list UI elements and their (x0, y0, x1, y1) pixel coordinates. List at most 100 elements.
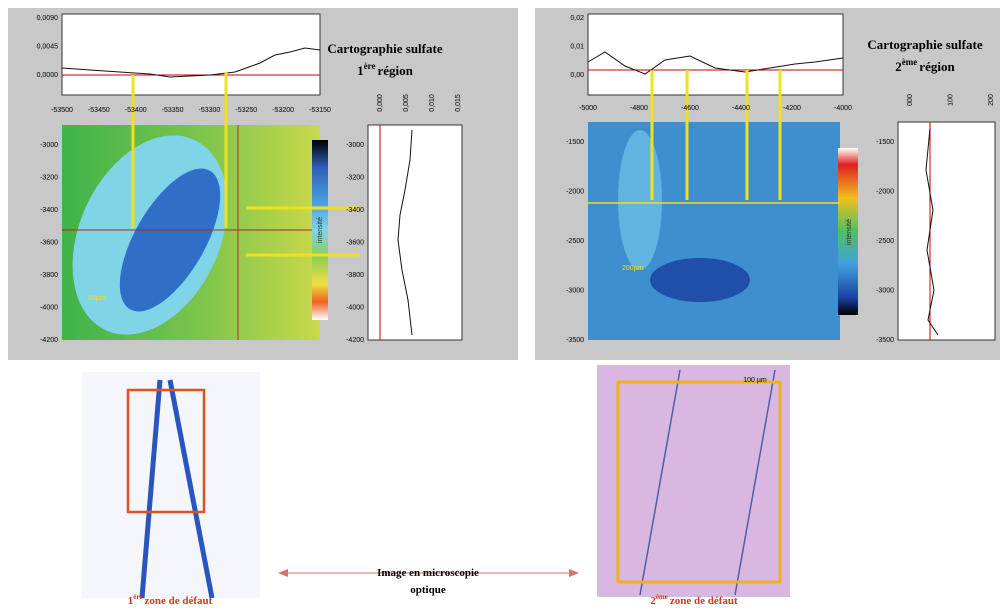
region: région (919, 59, 955, 74)
panel-title: Cartographie sulfate (867, 37, 982, 52)
guides (588, 70, 840, 204)
y-tick-label: -3800 (40, 272, 58, 279)
map-zone (618, 130, 662, 270)
scale-label: 100 µm (743, 377, 767, 384)
y-tick-label: -3000 (566, 287, 584, 294)
micrograph (82, 372, 260, 598)
guides (131, 72, 360, 257)
micro-defect (139, 379, 215, 599)
y-tick-label: -3000 (346, 142, 364, 149)
x-tick-label: -53250 (235, 107, 257, 114)
profile (397, 129, 413, 336)
y-tick-label: -4200 (40, 337, 58, 344)
panel-subtitle: 1ère région (357, 61, 413, 78)
x-tick-label: -53400 (125, 107, 147, 114)
side-plot (897, 121, 996, 341)
x-tick-label: -4000 (834, 105, 852, 112)
x-tick-label: 0,015 (455, 94, 462, 112)
y-tick-label: -2500 (876, 238, 894, 245)
scale-label: 200µm (622, 265, 644, 272)
micro-defect (639, 369, 776, 596)
x-tick-label: -4600 (681, 105, 699, 112)
x-tick-label: 0,000 (377, 94, 384, 112)
y-tick-label: -2000 (876, 188, 894, 195)
x-tick-label: -53300 (199, 107, 221, 114)
y-tick-label: -4000 (346, 304, 364, 311)
colorbar (312, 140, 328, 320)
ordinal-suffix: ère (364, 61, 376, 71)
y-tick-label: -1500 (566, 139, 584, 146)
region: région (377, 63, 413, 78)
x-tick-label: -53450 (88, 107, 110, 114)
zone-text: zone de défaut (144, 595, 212, 607)
y-tick-label: -3500 (876, 337, 894, 344)
arrowhead (278, 569, 288, 577)
panel-subtitle: 2ème région (895, 57, 955, 74)
panel-title: Cartographie sulfate (327, 41, 442, 56)
zone-caption: 1ère zone de défaut (128, 593, 213, 607)
zone-caption: 2ème zone de défaut (650, 593, 738, 607)
ordinal: 1 (128, 595, 134, 607)
x-tick-label: 100 (947, 94, 954, 106)
y-tick-label: 0,0000 (37, 72, 59, 79)
zone-box (126, 388, 206, 514)
ordinal: 2 (895, 59, 902, 74)
y-tick-label: -4200 (346, 337, 364, 344)
ordinal-suffix: ème (902, 57, 918, 67)
x-tick-label: -53150 (309, 107, 331, 114)
ordinal-suffix: ème (656, 593, 668, 601)
side-plot (367, 124, 463, 341)
y-tick-label: 0,00 (570, 72, 584, 79)
y-tick-label: -3400 (40, 207, 58, 214)
scale-label: 50µm (88, 295, 106, 302)
profile (925, 127, 939, 336)
y-tick-label: -3800 (346, 272, 364, 279)
zone-box (616, 380, 782, 584)
y-tick-label: -3400 (346, 207, 364, 214)
top-plot (61, 13, 321, 96)
top-plot (587, 13, 844, 96)
profile (587, 51, 844, 75)
x-tick-label: -4800 (630, 105, 648, 112)
y-tick-label: -3500 (566, 337, 584, 344)
y-tick-label: -3200 (40, 174, 58, 181)
x-tick-label: -53200 (272, 107, 294, 114)
ordinal: 2 (650, 595, 656, 607)
zone-text: zone de défaut (670, 595, 738, 607)
micrograph (597, 365, 790, 597)
ordinal-suffix: ère (133, 593, 142, 601)
y-tick-label: -3600 (40, 239, 58, 246)
y-tick-label: -2500 (566, 238, 584, 245)
x-tick-label: 000 (907, 94, 914, 106)
map-zone (119, 168, 221, 312)
colorbar-label: intensité (846, 219, 853, 245)
ordinal: 1 (357, 63, 364, 78)
y-tick-label: -1500 (876, 139, 894, 146)
caption-line: optique (410, 584, 446, 596)
x-tick-label: -53500 (51, 107, 73, 114)
y-tick-label: 0,01 (570, 43, 584, 50)
arrowhead (569, 569, 579, 577)
y-tick-label: -4000 (40, 304, 58, 311)
profile (61, 47, 321, 78)
y-tick-label: -3200 (346, 174, 364, 181)
colorbar (838, 148, 858, 315)
y-tick-label: -3000 (40, 142, 58, 149)
x-tick-label: -4200 (783, 105, 801, 112)
x-tick-label: 200 (988, 94, 995, 106)
caption-line: Image en microscopie (377, 567, 479, 579)
y-tick-label: -3600 (346, 239, 364, 246)
y-tick-label: 0,02 (570, 15, 584, 22)
y-tick-label: -2000 (566, 188, 584, 195)
y-tick-label: 0,0045 (37, 43, 59, 50)
x-tick-label: -53350 (162, 107, 184, 114)
y-tick-label: 0,0090 (37, 15, 59, 22)
x-tick-label: 0,010 (429, 94, 436, 112)
y-tick-label: -3000 (876, 287, 894, 294)
x-tick-label: 0,005 (403, 94, 410, 112)
colorbar-label: intensité (317, 217, 324, 243)
map-zone (650, 258, 750, 302)
micro-caption: Image en microscopie optique (377, 567, 479, 596)
